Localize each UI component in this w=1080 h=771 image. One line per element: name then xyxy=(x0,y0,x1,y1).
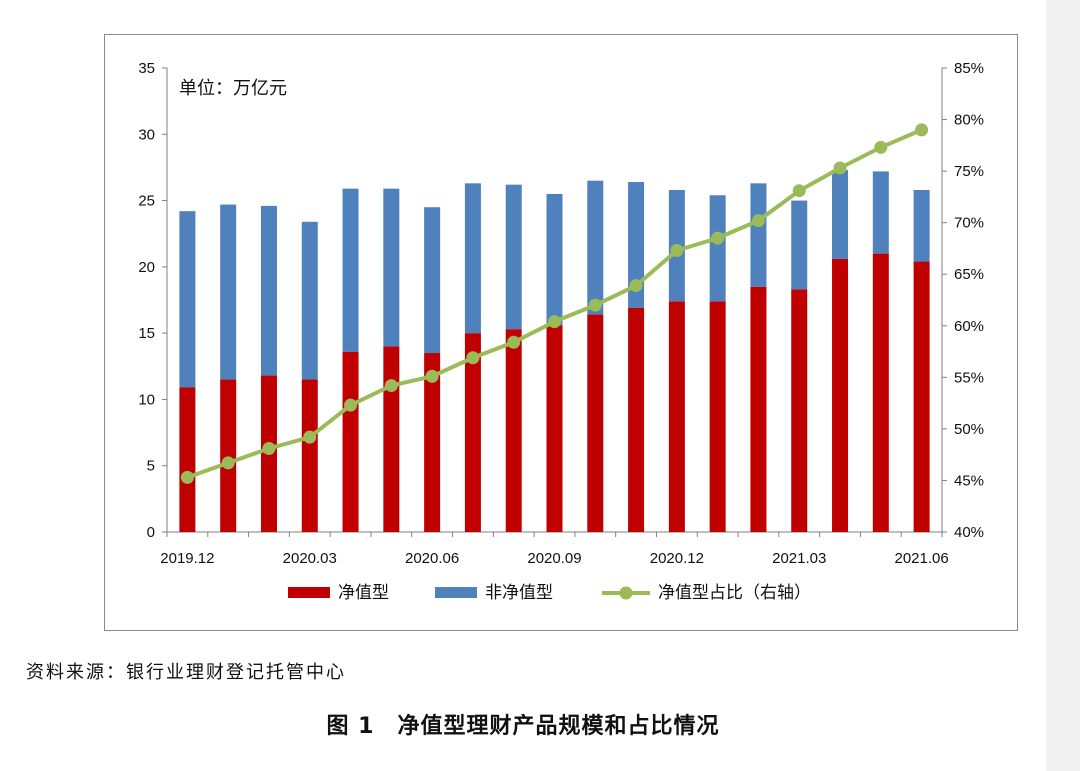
page-margin-strip xyxy=(1046,0,1080,771)
y-tick-label: 35 xyxy=(138,60,155,77)
legend-label-non-net-value: 非净值型 xyxy=(485,583,553,603)
line-point xyxy=(874,140,888,154)
bar-non-net-value xyxy=(220,204,237,380)
y2-tick-label: 40% xyxy=(954,524,984,541)
bar-non-net-value xyxy=(709,195,726,302)
line-point xyxy=(588,298,602,312)
bar-non-net-value xyxy=(464,183,481,334)
y-tick-label: 15 xyxy=(138,325,155,342)
legend-swatch-net-value xyxy=(288,587,330,598)
line-point xyxy=(711,231,725,245)
line-point xyxy=(507,335,521,349)
line-point xyxy=(466,351,480,365)
bar-non-net-value xyxy=(587,180,604,315)
y2-tick-label: 65% xyxy=(954,266,984,283)
x-tick-label: 2020.03 xyxy=(283,550,337,567)
line-point xyxy=(915,123,929,137)
bar-net-value xyxy=(587,314,604,532)
bar-net-value xyxy=(628,307,645,532)
bar-non-net-value xyxy=(832,170,849,259)
chart-frame: 0 5 10 15 20 25 30 35 40% 45% 50% 55% 60% 65% 70% 75% 80… xyxy=(104,34,1018,631)
y-tick-label: 25 xyxy=(138,193,155,210)
x-tick-label: 2020.06 xyxy=(405,550,459,567)
bar-net-value xyxy=(913,261,930,532)
bar-net-value xyxy=(832,258,849,532)
line-point xyxy=(670,244,684,258)
y-tick-label: 5 xyxy=(147,458,155,475)
line-point xyxy=(751,214,765,228)
bar-non-net-value xyxy=(628,182,645,308)
y2-tick-label: 45% xyxy=(954,472,984,489)
line-point xyxy=(833,161,847,175)
source-note: 资料来源：银行业理财登记托管中心 xyxy=(26,662,346,683)
y-tick-label: 10 xyxy=(138,391,155,408)
line-point xyxy=(792,184,806,198)
bar-net-value xyxy=(791,289,808,532)
y2-tick-label: 50% xyxy=(954,421,984,438)
x-tick-label: 2019.12 xyxy=(160,550,214,567)
bar-net-value xyxy=(179,387,196,532)
bar-net-value xyxy=(750,286,767,532)
legend-swatch-non-net-value xyxy=(435,587,477,598)
x-tick-label: 2020.12 xyxy=(650,550,704,567)
line-point xyxy=(303,430,317,444)
line-point xyxy=(384,379,398,393)
bar-net-value xyxy=(872,253,889,532)
figure-caption: 图 1 净值型理财产品规模和占比情况 xyxy=(326,714,720,739)
bar-non-net-value xyxy=(179,211,196,388)
y2-tick-label: 80% xyxy=(954,112,984,129)
line-point xyxy=(221,456,235,470)
bar-net-value xyxy=(383,346,400,532)
bar-non-net-value xyxy=(791,200,808,290)
bar-net-value xyxy=(505,329,522,532)
bar-non-net-value xyxy=(546,193,563,326)
bar-non-net-value xyxy=(342,188,359,352)
y-tick-label: 30 xyxy=(138,126,155,143)
legend-label-share: 净值型占比（右轴） xyxy=(658,583,811,603)
bar-net-value xyxy=(668,301,685,532)
y-tick-label: 20 xyxy=(138,259,155,276)
chart-svg: 0 5 10 15 20 25 30 35 40% 45% 50% 55% 60% 65% 70% 75% 80… xyxy=(138,60,984,603)
bar-net-value xyxy=(301,379,318,532)
line-point xyxy=(262,441,276,455)
y2-tick-label: 70% xyxy=(954,215,984,232)
bar-non-net-value xyxy=(872,171,889,254)
x-tick-label: 2020.09 xyxy=(527,550,581,567)
y-tick-label: 0 xyxy=(147,524,155,541)
y2-tick-label: 60% xyxy=(954,318,984,335)
y2-tick-label: 55% xyxy=(954,369,984,386)
line-point xyxy=(548,315,561,329)
bar-net-value xyxy=(424,353,441,532)
line-point xyxy=(180,470,194,484)
unit-label: 单位：万亿元 xyxy=(179,78,287,99)
bar-net-value xyxy=(220,379,237,532)
line-point xyxy=(425,369,439,383)
bar-net-value xyxy=(546,325,563,532)
legend-swatch-share-marker xyxy=(619,586,633,600)
bar-non-net-value xyxy=(424,207,441,354)
y2-tick-label: 75% xyxy=(954,163,984,180)
bar-non-net-value xyxy=(750,183,767,287)
bar-non-net-value xyxy=(301,221,318,380)
line-point xyxy=(629,279,643,293)
line-point xyxy=(344,398,358,412)
bar-non-net-value xyxy=(913,189,930,262)
legend-label-net-value: 净值型 xyxy=(338,583,389,603)
x-tick-label: 2021.06 xyxy=(894,550,948,567)
bar-non-net-value xyxy=(505,184,522,330)
bar-non-net-value xyxy=(260,205,277,376)
bar-net-value xyxy=(709,301,726,532)
bar-net-value xyxy=(464,333,481,532)
bar-net-value xyxy=(342,351,359,532)
y2-tick-label: 85% xyxy=(954,60,984,77)
x-tick-label: 2021.03 xyxy=(772,550,826,567)
bar-non-net-value xyxy=(383,188,400,347)
